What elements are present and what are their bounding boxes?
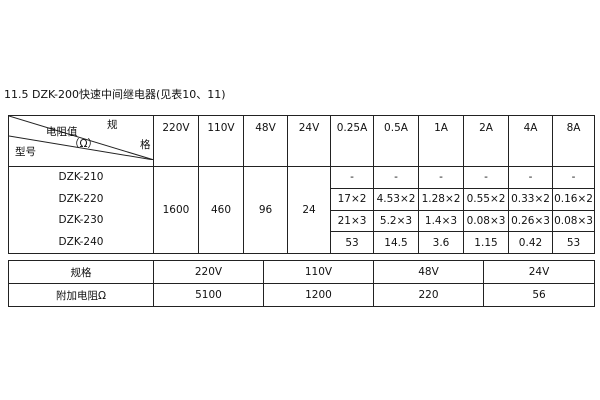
col-header: 220V bbox=[153, 115, 199, 167]
voltage-value: 1600 bbox=[153, 166, 199, 254]
current-value-cell: 5.2×3 bbox=[373, 209, 419, 233]
current-value-cell: - bbox=[552, 166, 595, 189]
col-header: 1A bbox=[418, 115, 464, 167]
current-value-cell: 3.6 bbox=[418, 231, 464, 254]
model-name: DZK-240 bbox=[58, 235, 104, 248]
current-value-cell: - bbox=[330, 166, 374, 189]
col-header: 0.25A bbox=[330, 115, 374, 167]
model-list: DZK-210 DZK-220 DZK-230 DZK-240 bbox=[8, 166, 154, 254]
current-value-cell: - bbox=[373, 166, 419, 189]
row-label: 附加电阻Ω bbox=[8, 283, 154, 307]
model-name: DZK-210 bbox=[58, 171, 104, 183]
col-header: 2A bbox=[463, 115, 509, 167]
current-value-cell: 53 bbox=[552, 231, 595, 254]
current-value-cell: 0.08×3 bbox=[552, 209, 595, 233]
value-cell: 220 bbox=[373, 283, 484, 307]
current-value-cell: 0.16×2 bbox=[552, 187, 595, 211]
current-value-cell: 0.33×2 bbox=[508, 187, 553, 211]
value-cell: 1200 bbox=[263, 283, 374, 307]
col-header: 0.5A bbox=[373, 115, 419, 167]
corner-header: 规 电阻值 （Ω） 格 型号 bbox=[8, 115, 154, 167]
current-value-cell: 4.53×2 bbox=[373, 187, 419, 211]
current-value-cell: 1.15 bbox=[463, 231, 509, 254]
current-value-cell: 53 bbox=[330, 231, 374, 254]
header-cell: 48V bbox=[373, 260, 484, 284]
col-header: 48V bbox=[243, 115, 288, 167]
voltage-value: 460 bbox=[198, 166, 244, 254]
value-cell: 56 bbox=[483, 283, 595, 307]
col-header: 24V bbox=[287, 115, 331, 167]
current-value-cell: - bbox=[418, 166, 464, 189]
col-header: 110V bbox=[198, 115, 244, 167]
current-value-cell: 0.55×2 bbox=[463, 187, 509, 211]
col-header: 8A bbox=[552, 115, 595, 167]
current-value-cell: 1.4×3 bbox=[418, 209, 464, 233]
current-value-cell: 0.26×3 bbox=[508, 209, 553, 233]
value-cell: 5100 bbox=[153, 283, 264, 307]
voltage-value: 96 bbox=[243, 166, 288, 254]
voltage-value: 24 bbox=[287, 166, 331, 254]
current-value-cell: - bbox=[463, 166, 509, 189]
col-header: 4A bbox=[508, 115, 553, 167]
resistance-table: 规 电阻值 （Ω） 格 型号 220V 110V 48V 24V 0.25A 0… bbox=[8, 115, 595, 254]
header-cell: 24V bbox=[483, 260, 595, 284]
current-value-cell: 0.08×3 bbox=[463, 209, 509, 233]
current-value-cell: 21×3 bbox=[330, 209, 374, 233]
header-cell: 110V bbox=[263, 260, 374, 284]
current-value-cell: 1.28×2 bbox=[418, 187, 464, 211]
additional-resistance-table: 规格 220V 110V 48V 24V 附加电阻Ω 5100 1200 220… bbox=[8, 260, 595, 307]
section-title: 11.5 DZK-200快速中间继电器(见表10、11) bbox=[4, 88, 226, 101]
model-name: DZK-220 bbox=[58, 192, 104, 205]
current-value-cell: 17×2 bbox=[330, 187, 374, 211]
current-value-cell: 0.42 bbox=[508, 231, 553, 254]
header-cell: 220V bbox=[153, 260, 264, 284]
current-value-cell: 14.5 bbox=[373, 231, 419, 254]
model-name: DZK-230 bbox=[58, 214, 104, 226]
header-cell: 规格 bbox=[8, 260, 154, 284]
current-value-cell: - bbox=[508, 166, 553, 189]
